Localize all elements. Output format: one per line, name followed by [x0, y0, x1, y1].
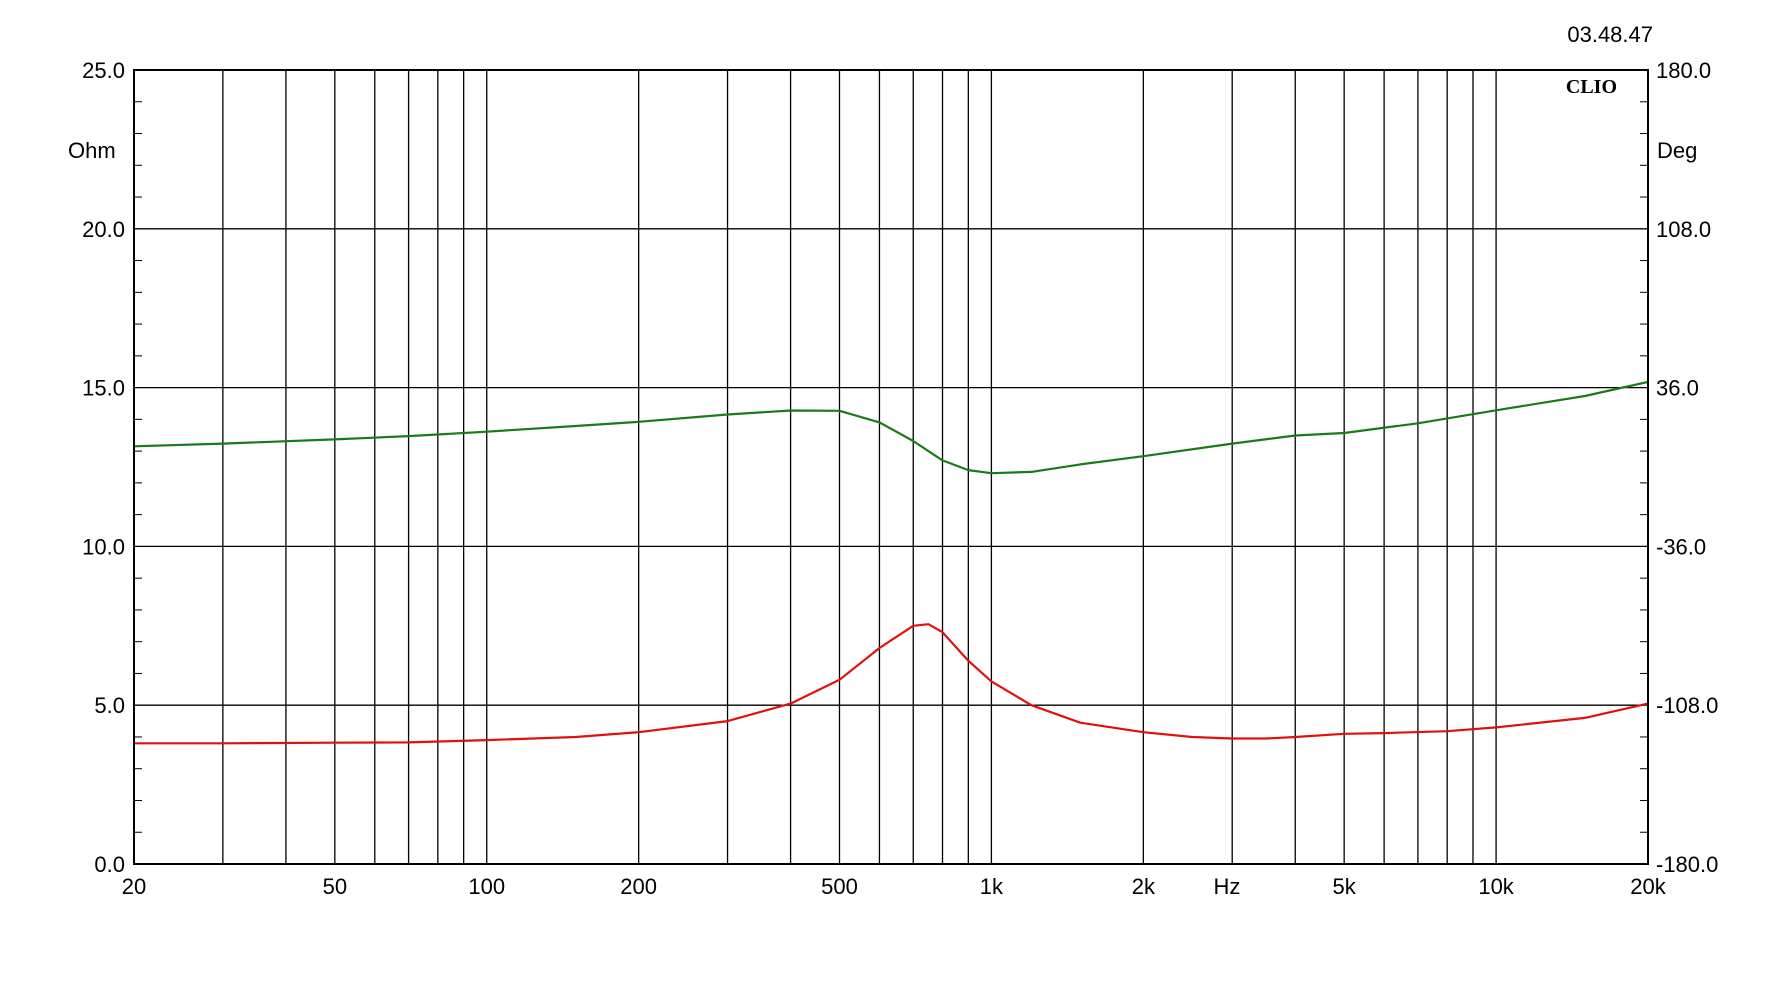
impedance-curve: [134, 623, 1649, 745]
x-tick-label: 500: [821, 874, 858, 899]
x-tick-label: 10k: [1478, 874, 1514, 899]
clio-logo: CLIO: [1566, 76, 1617, 98]
grid: [133, 69, 1649, 865]
x-tick-label: 5k: [1333, 874, 1357, 899]
y-left-tick-label: 25.0: [82, 58, 125, 83]
x-tick-label: 1k: [980, 874, 1004, 899]
phase-curve: [133, 380, 1649, 475]
y-right-tick-label: -180.0: [1656, 852, 1718, 877]
y-right-tick-label: 108.0: [1656, 217, 1711, 242]
timestamp-label: 03.48.47: [1567, 22, 1653, 47]
y-axis-right-label: Deg: [1657, 138, 1697, 163]
y-left-tick-label: 15.0: [82, 376, 125, 401]
series-layer: [133, 380, 1649, 745]
x-tick-label: 100: [468, 874, 505, 899]
x-tick-label: 50: [323, 874, 347, 899]
y-right-tick-label: 180.0: [1656, 58, 1711, 83]
y-left-tick-label: 5.0: [94, 693, 125, 718]
y-left-tick-label: 20.0: [82, 217, 125, 242]
x-tick-label: 20k: [1630, 874, 1666, 899]
x-axis-label: Hz: [1214, 874, 1241, 899]
x-tick-label: 2k: [1132, 874, 1156, 899]
y-axis-left-label: Ohm: [68, 138, 116, 163]
y-right-tick-label: 36.0: [1656, 376, 1699, 401]
x-tick-label: 200: [620, 874, 657, 899]
x-tick-label: 20: [122, 874, 146, 899]
y-right-tick-label: -108.0: [1656, 693, 1718, 718]
y-right-tick-label: -36.0: [1656, 534, 1706, 559]
y-left-tick-label: 10.0: [82, 534, 125, 559]
tick-labels: 20 50 100 200 500 1k 2k 5k 10k 20k 0.0 5.0 10.0 15.0 2…: [82, 58, 1718, 899]
y-left-tick-label: 0.0: [94, 852, 125, 877]
plot-frame: [133, 69, 1649, 865]
